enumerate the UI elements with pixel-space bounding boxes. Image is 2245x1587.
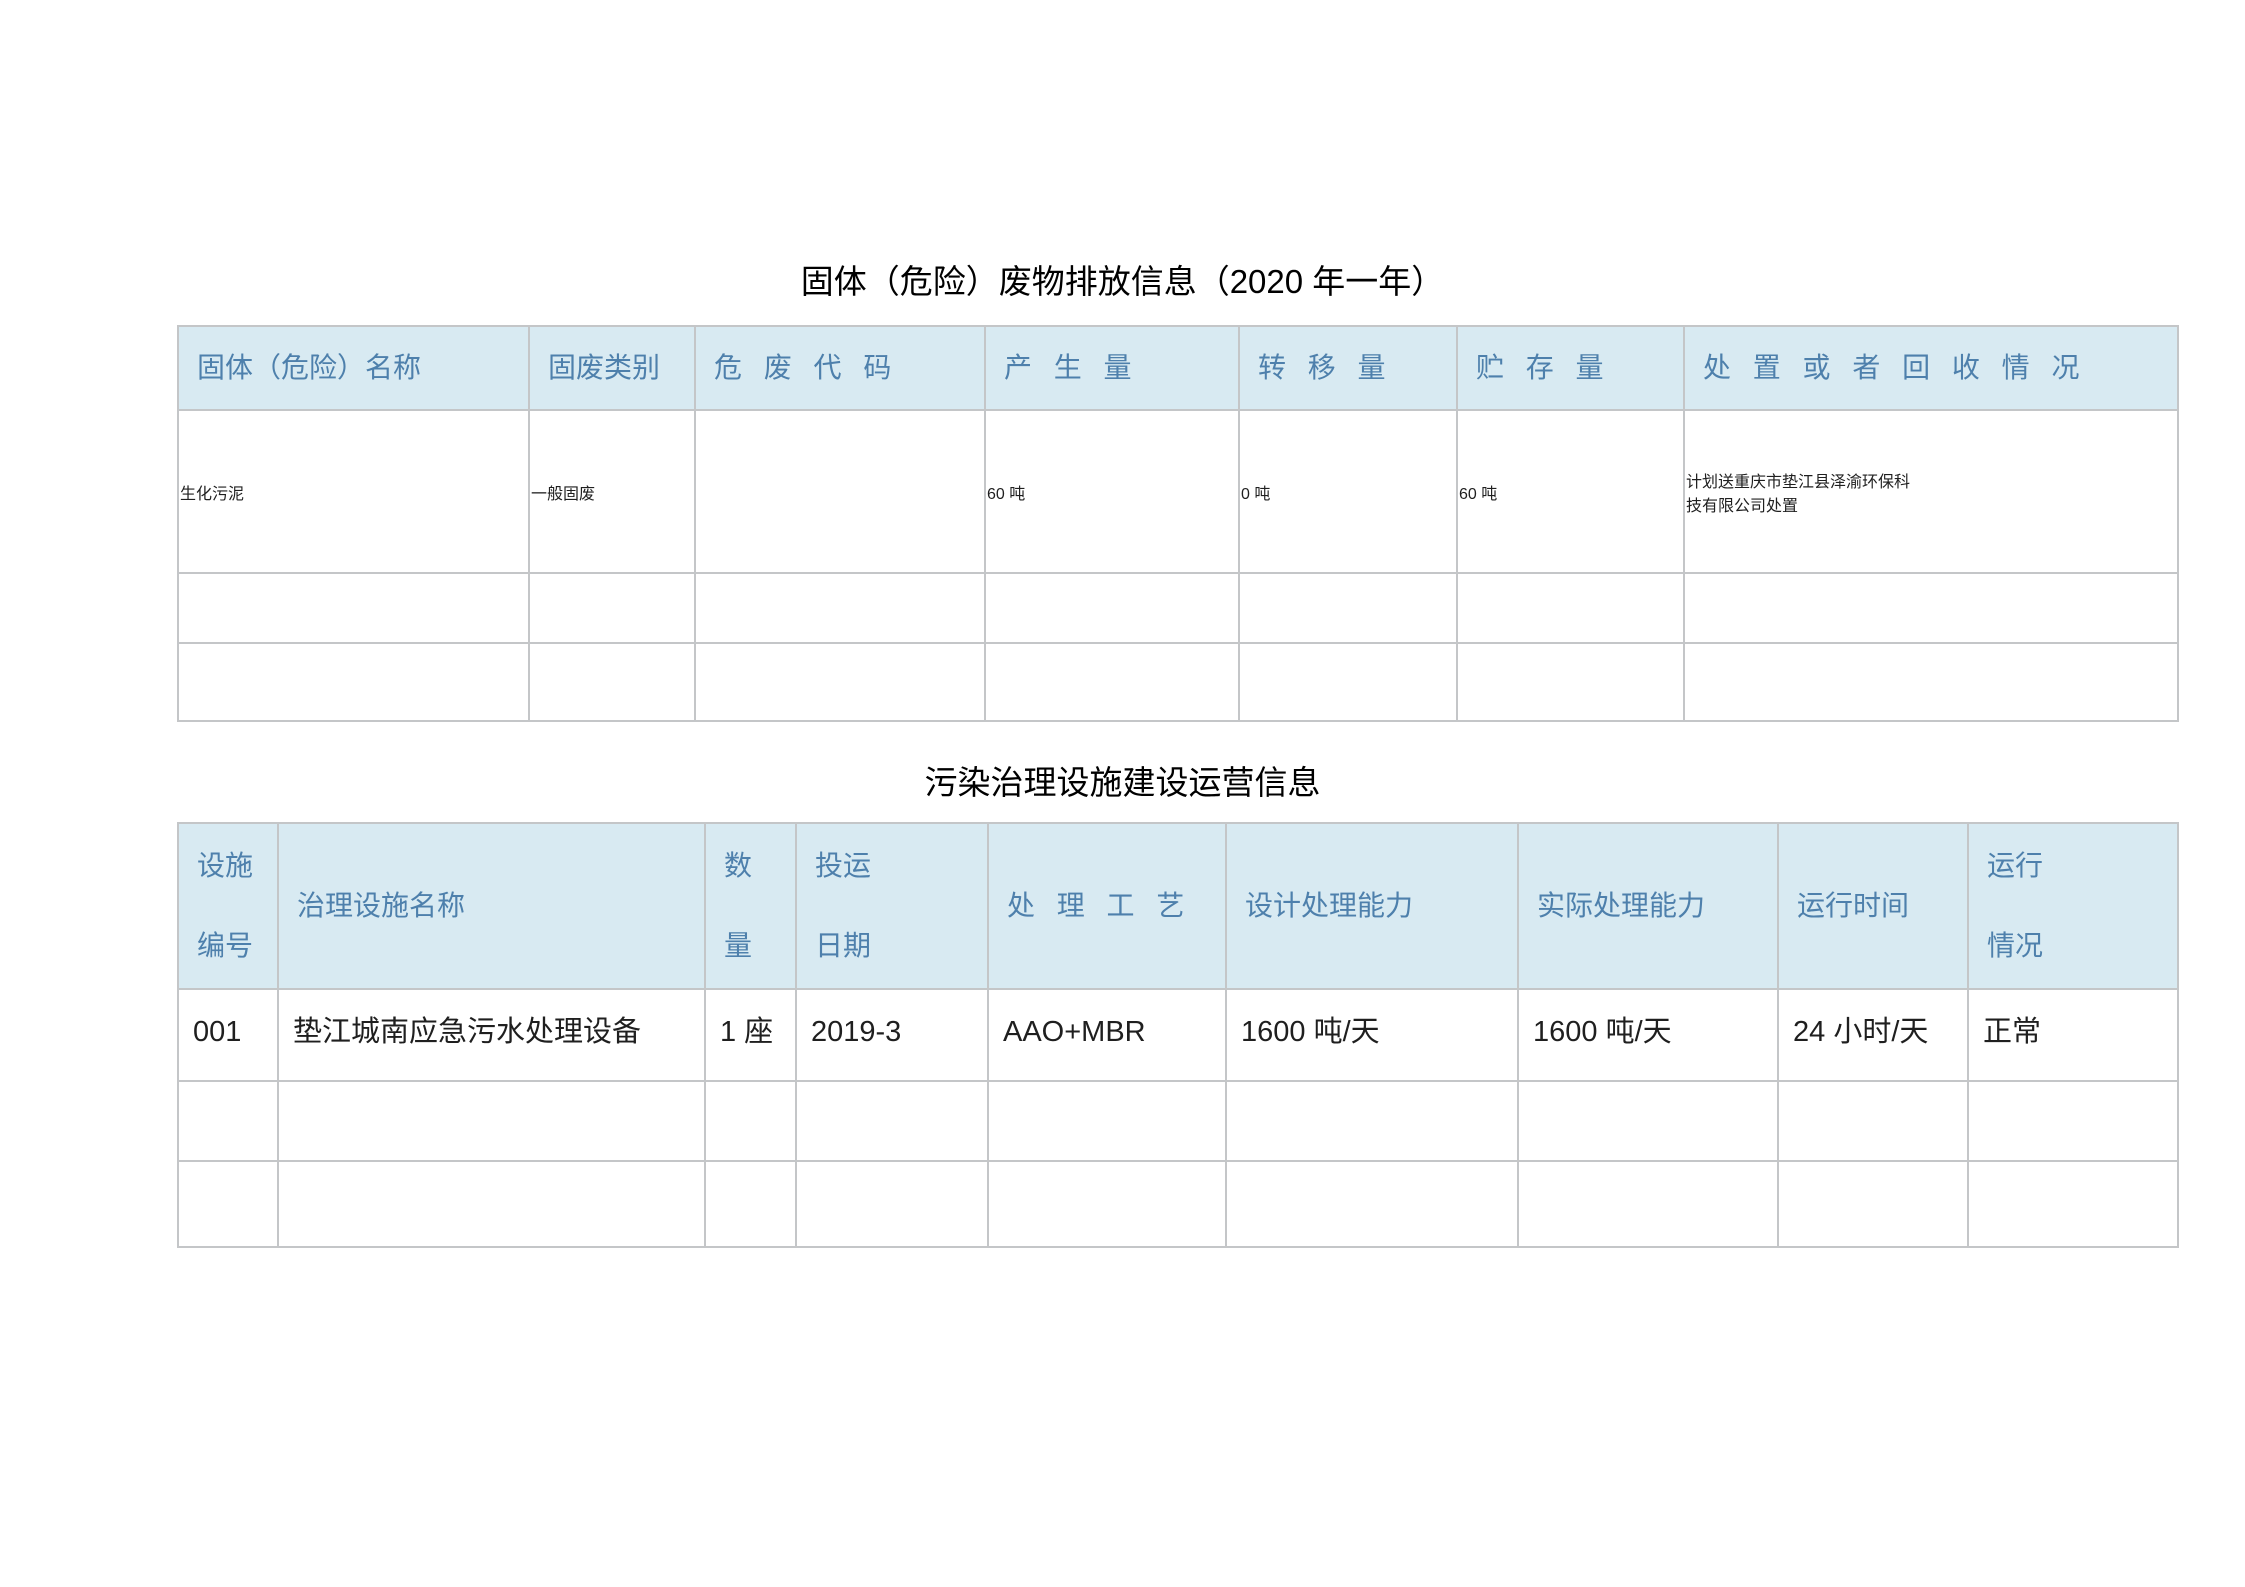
solid-waste-empty-row <box>177 642 2179 722</box>
body-cell <box>987 1160 1227 1248</box>
body-cell <box>1517 1160 1779 1248</box>
header-cell-quantity: 数 量 <box>704 822 797 990</box>
body-cell-waste-category: 一般固废 <box>528 409 696 574</box>
body-cell <box>984 572 1240 644</box>
header-cell-operating-status: 运行 情况 <box>1967 822 2179 990</box>
body-cell <box>1777 1080 1969 1162</box>
treatment-facility-empty-row <box>177 1160 2179 1248</box>
header-cell-waste-name: 固体（危险）名称 <box>177 325 530 411</box>
body-cell <box>1517 1080 1779 1162</box>
header-cell-hazard-code: 危 废 代 码 <box>694 325 986 411</box>
body-cell-operating-status: 正常 <box>1967 988 2179 1082</box>
body-cell-facility-id: 001 <box>177 988 279 1082</box>
solid-waste-header-row: 固体（危险）名称 固废类别 危 废 代 码 产 生 量 转 移 量 贮 存 量 … <box>177 325 2179 411</box>
body-cell <box>528 572 696 644</box>
solid-waste-table-title: 固体（危险）废物排放信息（2020 年一年） <box>800 263 1445 300</box>
treatment-facility-data-row: 001 垫江城南应急污水处理设备 1 座 2019-3 AAO+MBR 1600… <box>177 988 2179 1082</box>
treatment-facility-table-title: 污染治理设施建设运营信息 <box>924 764 1321 801</box>
body-cell <box>704 1160 797 1248</box>
body-cell <box>1238 572 1458 644</box>
header-cell-operating-hours: 运行时间 <box>1777 822 1969 990</box>
body-cell <box>1225 1080 1519 1162</box>
header-cell-facility-name: 治理设施名称 <box>277 822 706 990</box>
body-cell <box>177 1080 279 1162</box>
body-cell <box>1777 1160 1969 1248</box>
header-cell-waste-category: 固废类别 <box>528 325 696 411</box>
header-cell-stored-amount: 贮 存 量 <box>1456 325 1685 411</box>
header-cell-actual-capacity: 实际处理能力 <box>1517 822 1779 990</box>
body-cell-hazard-code <box>694 409 986 574</box>
header-cell-treatment-process: 处 理 工 艺 <box>987 822 1227 990</box>
body-cell <box>1456 572 1685 644</box>
body-cell <box>694 642 986 722</box>
body-cell-facility-name: 垫江城南应急污水处理设备 <box>277 988 706 1082</box>
header-cell-facility-id: 设施 编号 <box>177 822 279 990</box>
body-cell <box>1456 642 1685 722</box>
body-cell <box>694 572 986 644</box>
solid-waste-empty-row <box>177 572 2179 644</box>
body-cell <box>704 1080 797 1162</box>
solid-waste-data-row: 生化污泥 一般固废 60 吨 0 吨 60 吨 计划送重庆市垫江县泽渝环保科 技… <box>177 409 2179 574</box>
treatment-facility-header-row: 设施 编号 治理设施名称 数 量 投运 日期 处 理 工 艺 设计处理能力 实际… <box>177 822 2179 990</box>
body-cell <box>1967 1080 2179 1162</box>
body-cell <box>795 1160 989 1248</box>
body-cell <box>1238 642 1458 722</box>
body-cell <box>177 642 530 722</box>
body-cell-disposal-recovery: 计划送重庆市垫江县泽渝环保科 技有限公司处置 <box>1683 409 2179 574</box>
header-cell-design-capacity: 设计处理能力 <box>1225 822 1519 990</box>
body-cell-waste-name: 生化污泥 <box>177 409 530 574</box>
header-cell-disposal-recovery: 处 置 或 者 回 收 情 况 <box>1683 325 2179 411</box>
body-cell-actual-capacity: 1600 吨/天 <box>1517 988 1779 1082</box>
treatment-facility-table: 设施 编号 治理设施名称 数 量 投运 日期 处 理 工 艺 设计处理能力 实际… <box>177 822 2179 1248</box>
body-cell <box>984 642 1240 722</box>
body-cell <box>987 1080 1227 1162</box>
body-cell-treatment-process: AAO+MBR <box>987 988 1227 1082</box>
header-cell-generated-amount: 产 生 量 <box>984 325 1240 411</box>
body-cell <box>277 1160 706 1248</box>
body-cell-commission-date: 2019-3 <box>795 988 989 1082</box>
body-cell <box>277 1080 706 1162</box>
body-cell <box>795 1080 989 1162</box>
body-cell <box>528 642 696 722</box>
body-cell-design-capacity: 1600 吨/天 <box>1225 988 1519 1082</box>
treatment-facility-empty-row <box>177 1080 2179 1162</box>
body-cell <box>1225 1160 1519 1248</box>
body-cell-stored-amount: 60 吨 <box>1456 409 1685 574</box>
body-cell-transferred-amount: 0 吨 <box>1238 409 1458 574</box>
solid-waste-table: 固体（危险）名称 固废类别 危 废 代 码 产 生 量 转 移 量 贮 存 量 … <box>177 325 2179 722</box>
body-cell-operating-hours: 24 小时/天 <box>1777 988 1969 1082</box>
body-cell <box>1683 642 2179 722</box>
body-cell <box>177 572 530 644</box>
body-cell <box>1967 1160 2179 1248</box>
body-cell-quantity: 1 座 <box>704 988 797 1082</box>
header-cell-commission-date: 投运 日期 <box>795 822 989 990</box>
body-cell-generated-amount: 60 吨 <box>984 409 1240 574</box>
body-cell <box>177 1160 279 1248</box>
header-cell-transferred-amount: 转 移 量 <box>1238 325 1458 411</box>
body-cell <box>1683 572 2179 644</box>
